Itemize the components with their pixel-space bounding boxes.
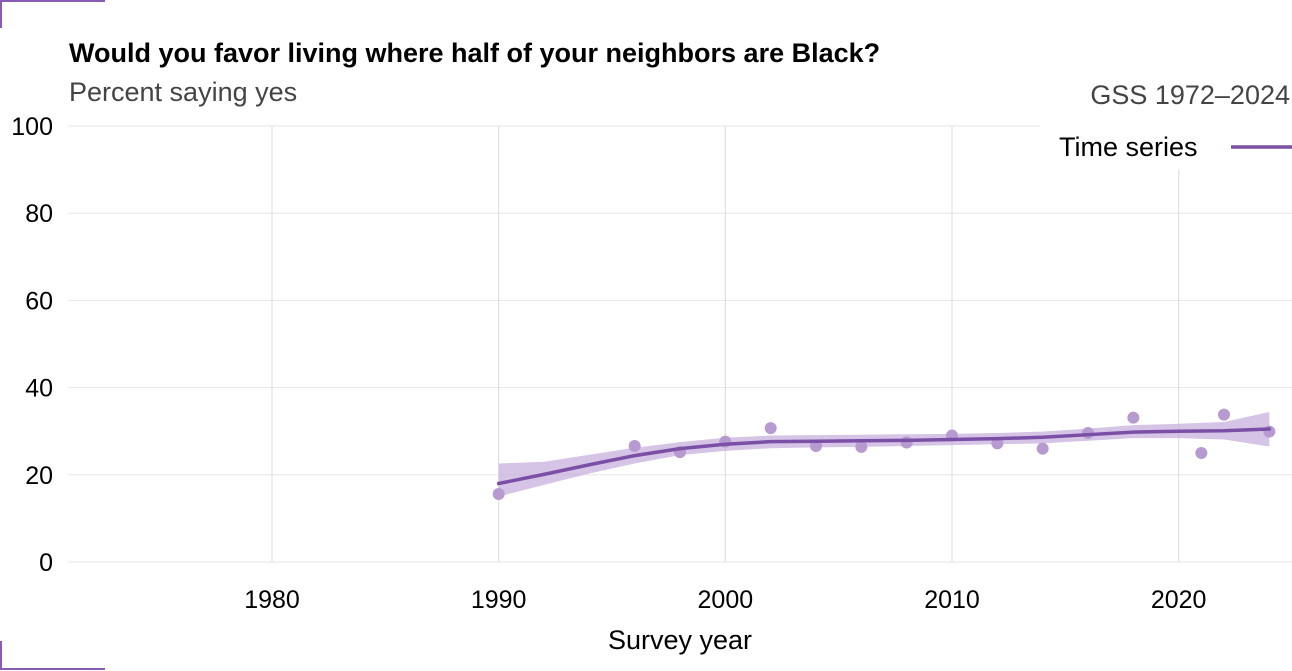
chart-title: Would you favor living where half of you… [69, 38, 880, 68]
data-point [1218, 408, 1230, 421]
data-point [628, 440, 641, 453]
x-tick-label: 1980 [244, 586, 300, 614]
legend-background [1040, 118, 1292, 170]
trend-line [496, 427, 1272, 486]
data-point [764, 422, 777, 435]
y-tick-label: 100 [11, 113, 53, 141]
x-axis-ticks: 1980 1990 2000 2010 2020 [244, 586, 1206, 614]
confidence-band [498, 412, 1270, 497]
data-point [1127, 411, 1140, 424]
data-point [1036, 442, 1049, 455]
x-tick-label: 2020 [1151, 586, 1207, 614]
data-point [810, 440, 822, 453]
y-axis-ticks: 0 20 40 60 80 100 [11, 113, 53, 577]
trend-line-path [496, 427, 1272, 486]
y-tick-label: 0 [39, 549, 53, 577]
x-tick-label: 2000 [698, 586, 754, 614]
confidence-band-area [498, 412, 1270, 497]
chart-subtitle: Percent saying yes [69, 77, 297, 107]
data-point [1195, 447, 1208, 459]
y-tick-label: 20 [25, 462, 53, 490]
corner-mark-bottom-left [0, 668, 105, 670]
y-tick-label: 60 [25, 287, 53, 315]
data-point [492, 487, 505, 500]
x-tick-label: 2010 [924, 586, 980, 614]
data-point [900, 436, 913, 449]
source-note: GSS 1972–2024 [1090, 80, 1290, 110]
y-tick-label: 40 [25, 375, 53, 403]
y-tick-label: 80 [25, 200, 53, 228]
legend-label: Time series [1059, 132, 1198, 162]
grid [68, 125, 1292, 563]
data-point [855, 440, 868, 453]
x-tick-label: 1990 [471, 586, 527, 614]
corner-mark-top-left-vertical [0, 0, 2, 28]
corner-mark-bottom-left-vertical [0, 641, 2, 669]
corner-mark-top-left [0, 0, 105, 2]
x-axis-title: Survey year [608, 625, 752, 655]
